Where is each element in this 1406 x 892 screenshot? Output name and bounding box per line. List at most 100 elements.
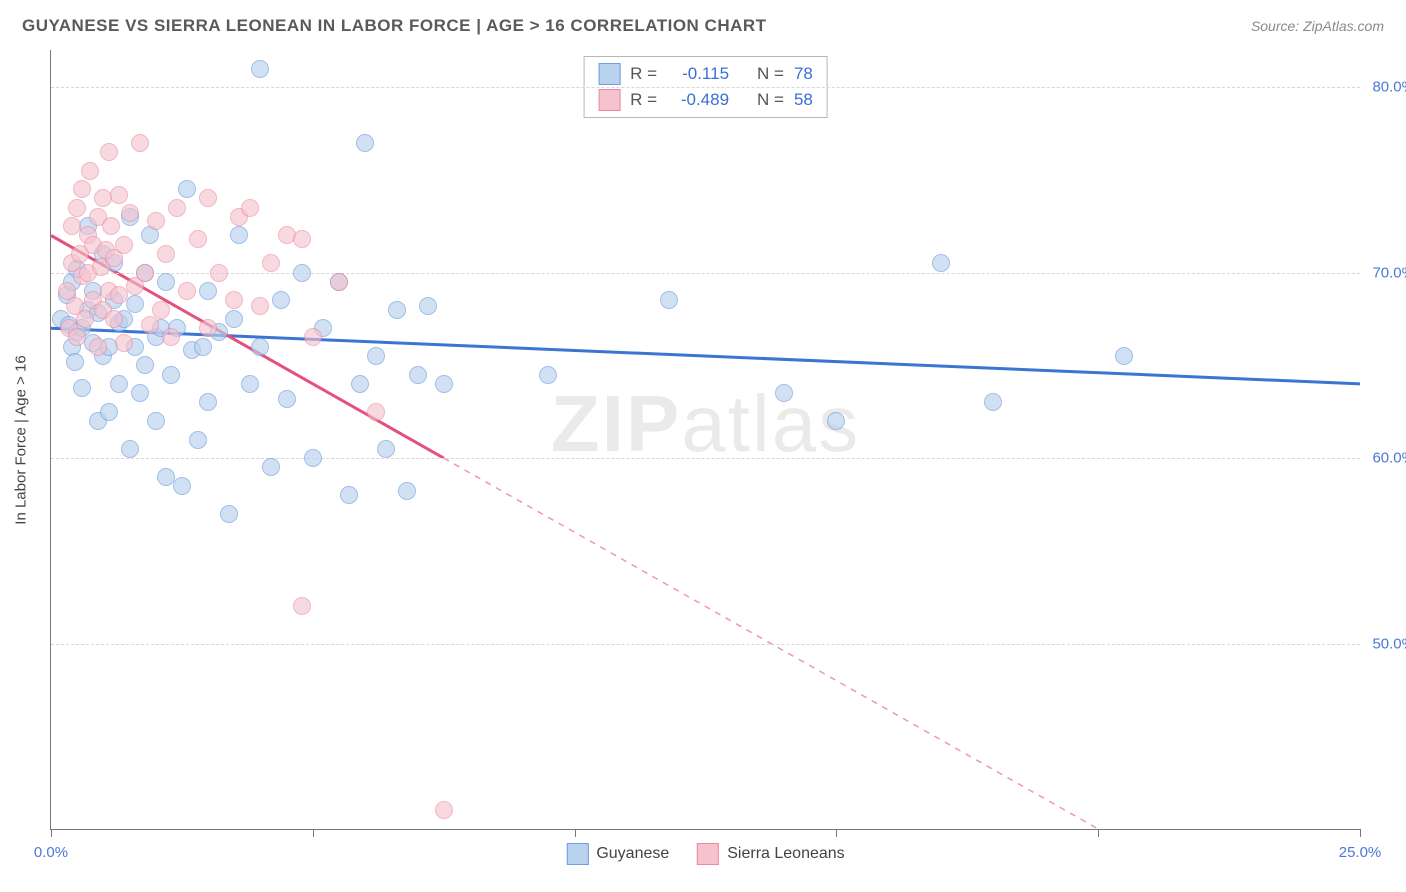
scatter-point xyxy=(141,316,159,334)
scatter-point xyxy=(131,134,149,152)
scatter-point xyxy=(157,273,175,291)
scatter-point xyxy=(189,431,207,449)
scatter-point xyxy=(173,477,191,495)
x-tick xyxy=(575,829,576,837)
scatter-point xyxy=(356,134,374,152)
scatter-point xyxy=(110,186,128,204)
scatter-point xyxy=(147,212,165,230)
scatter-point xyxy=(147,412,165,430)
scatter-point xyxy=(1115,347,1133,365)
scatter-point xyxy=(225,291,243,309)
scatter-point xyxy=(293,264,311,282)
scatter-point xyxy=(241,375,259,393)
scatter-point xyxy=(210,264,228,282)
scatter-point xyxy=(304,328,322,346)
chart-container: GUYANESE VS SIERRA LEONEAN IN LABOR FORC… xyxy=(0,0,1406,892)
scatter-point xyxy=(340,486,358,504)
scatter-point xyxy=(199,393,217,411)
scatter-point xyxy=(178,282,196,300)
gridline xyxy=(51,273,1360,274)
legend-series-item: Guyanese xyxy=(566,843,669,865)
watermark: ZIPatlas xyxy=(551,378,860,470)
scatter-point xyxy=(241,199,259,217)
scatter-point xyxy=(251,60,269,78)
scatter-point xyxy=(162,328,180,346)
scatter-point xyxy=(68,328,86,346)
scatter-point xyxy=(377,440,395,458)
scatter-point xyxy=(89,338,107,356)
scatter-point xyxy=(100,403,118,421)
scatter-point xyxy=(932,254,950,272)
scatter-point xyxy=(73,379,91,397)
scatter-point xyxy=(115,236,133,254)
scatter-point xyxy=(152,301,170,319)
scatter-point xyxy=(409,366,427,384)
scatter-point xyxy=(435,801,453,819)
scatter-point xyxy=(775,384,793,402)
scatter-point xyxy=(102,217,120,235)
scatter-point xyxy=(178,180,196,198)
scatter-point xyxy=(367,403,385,421)
scatter-point xyxy=(121,440,139,458)
scatter-point xyxy=(251,338,269,356)
scatter-point xyxy=(136,264,154,282)
scatter-point xyxy=(115,334,133,352)
legend-swatch xyxy=(598,63,620,85)
scatter-point xyxy=(73,180,91,198)
scatter-point xyxy=(225,310,243,328)
scatter-point xyxy=(539,366,557,384)
x-tick xyxy=(313,829,314,837)
regression-lines xyxy=(51,50,1360,829)
y-tick-label: 70.0% xyxy=(1365,264,1406,281)
scatter-point xyxy=(194,338,212,356)
scatter-point xyxy=(262,254,280,272)
scatter-point xyxy=(76,310,94,328)
gridline xyxy=(51,87,1360,88)
gridline xyxy=(51,458,1360,459)
y-tick-label: 50.0% xyxy=(1365,635,1406,652)
scatter-point xyxy=(660,291,678,309)
y-tick-label: 60.0% xyxy=(1365,450,1406,467)
legend-series-label: Sierra Leoneans xyxy=(727,845,844,863)
chart-title: GUYANESE VS SIERRA LEONEAN IN LABOR FORC… xyxy=(22,16,767,36)
legend-swatch xyxy=(697,843,719,865)
legend-swatch xyxy=(566,843,588,865)
scatter-point xyxy=(162,366,180,384)
scatter-point xyxy=(984,393,1002,411)
scatter-point xyxy=(81,162,99,180)
chart-source: Source: ZipAtlas.com xyxy=(1251,18,1384,34)
scatter-point xyxy=(199,189,217,207)
scatter-point xyxy=(251,297,269,315)
scatter-point xyxy=(278,390,296,408)
scatter-point xyxy=(121,204,139,222)
scatter-point xyxy=(272,291,290,309)
scatter-point xyxy=(398,482,416,500)
scatter-point xyxy=(199,319,217,337)
x-tick-label: 0.0% xyxy=(34,844,68,861)
scatter-point xyxy=(351,375,369,393)
scatter-point xyxy=(304,449,322,467)
scatter-point xyxy=(435,375,453,393)
scatter-point xyxy=(105,310,123,328)
x-tick-label: 25.0% xyxy=(1339,844,1382,861)
scatter-point xyxy=(100,143,118,161)
scatter-point xyxy=(168,199,186,217)
x-tick xyxy=(51,829,52,837)
x-tick xyxy=(1098,829,1099,837)
legend-correlation-row: R =-0.489N =58 xyxy=(598,89,813,111)
gridline xyxy=(51,644,1360,645)
scatter-point xyxy=(189,230,207,248)
y-tick-label: 80.0% xyxy=(1365,79,1406,96)
scatter-point xyxy=(136,356,154,374)
scatter-point xyxy=(68,199,86,217)
scatter-point xyxy=(330,273,348,291)
legend-swatch xyxy=(598,89,620,111)
scatter-point xyxy=(419,297,437,315)
scatter-point xyxy=(388,301,406,319)
scatter-point xyxy=(827,412,845,430)
scatter-point xyxy=(293,597,311,615)
legend-correlation-row: R =-0.115N =78 xyxy=(598,63,813,85)
scatter-point xyxy=(230,226,248,244)
scatter-point xyxy=(367,347,385,365)
scatter-point xyxy=(66,353,84,371)
